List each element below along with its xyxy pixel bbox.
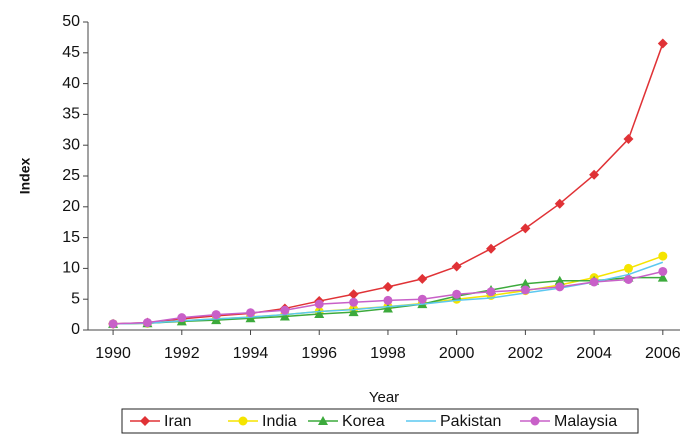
- x-tick-label: 1998: [370, 345, 406, 362]
- marker: [520, 223, 531, 234]
- y-tick-label: 5: [71, 290, 80, 307]
- x-tick-label: 2004: [576, 345, 612, 362]
- marker: [451, 261, 462, 272]
- y-tick-label: 45: [62, 44, 80, 61]
- legend-label: Pakistan: [440, 413, 501, 430]
- marker: [142, 318, 152, 328]
- marker: [280, 305, 290, 315]
- marker: [177, 313, 187, 323]
- marker: [554, 275, 565, 285]
- marker: [348, 289, 359, 300]
- y-tick-label: 0: [71, 321, 80, 338]
- marker: [658, 266, 668, 276]
- marker: [383, 295, 393, 305]
- marker: [555, 282, 565, 292]
- x-tick-label: 1996: [301, 345, 337, 362]
- marker: [417, 273, 428, 284]
- y-tick-label: 10: [62, 260, 80, 277]
- legend-label: Korea: [342, 413, 385, 430]
- y-tick-label: 30: [62, 136, 80, 153]
- y-tick-label: 35: [62, 106, 80, 123]
- marker: [246, 308, 256, 318]
- marker: [314, 308, 325, 318]
- y-axis-label: Index: [17, 158, 33, 195]
- legend-marker: [140, 416, 150, 426]
- marker: [589, 169, 600, 180]
- y-tick-label: 25: [62, 167, 80, 184]
- y-tick-label: 20: [62, 198, 80, 215]
- marker: [554, 198, 565, 209]
- x-axis-label: Year: [369, 389, 399, 406]
- marker: [623, 263, 633, 273]
- x-tick-label: 2002: [508, 345, 544, 362]
- marker: [520, 285, 530, 295]
- x-tick-label: 2006: [645, 345, 681, 362]
- marker: [382, 281, 393, 292]
- marker: [658, 251, 668, 261]
- marker: [486, 287, 496, 297]
- x-tick-label: 1994: [233, 345, 269, 362]
- y-tick-label: 15: [62, 229, 80, 246]
- legend-label: India: [262, 413, 297, 430]
- marker: [589, 277, 599, 287]
- marker: [348, 307, 359, 317]
- marker: [657, 272, 668, 282]
- legend-marker: [318, 416, 328, 425]
- marker: [520, 278, 531, 288]
- marker: [211, 310, 221, 320]
- marker: [657, 38, 668, 49]
- x-tick-label: 2000: [439, 345, 475, 362]
- x-tick-label: 1992: [164, 345, 200, 362]
- marker: [108, 319, 118, 329]
- legend-label: Malaysia: [554, 413, 617, 430]
- marker: [623, 274, 633, 284]
- series-line: [113, 261, 664, 325]
- legend-label: Iran: [164, 413, 192, 430]
- marker: [486, 243, 497, 254]
- marker: [349, 297, 359, 307]
- marker: [279, 311, 290, 321]
- x-tick-label: 1990: [95, 345, 131, 362]
- legend-marker: [238, 416, 248, 426]
- y-tick-label: 40: [62, 75, 80, 92]
- marker: [382, 303, 393, 313]
- legend-marker: [530, 416, 540, 426]
- marker: [417, 294, 427, 304]
- y-tick-label: 50: [62, 13, 80, 30]
- marker: [623, 134, 634, 145]
- legend-box: [121, 408, 639, 434]
- marker: [314, 299, 324, 309]
- marker: [452, 289, 462, 299]
